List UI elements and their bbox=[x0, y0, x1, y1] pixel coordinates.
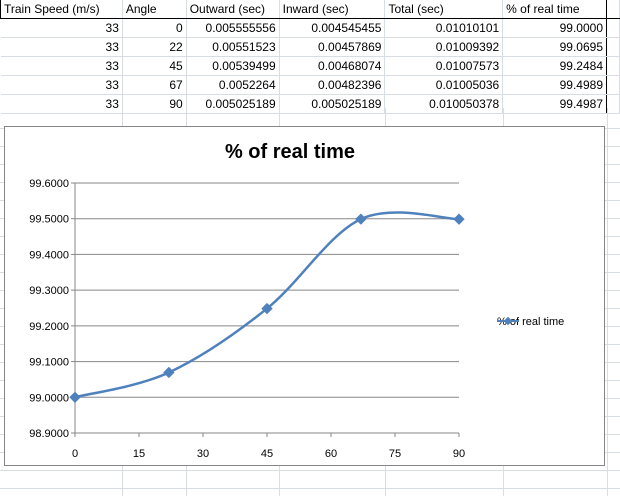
data-point bbox=[261, 302, 273, 315]
table-cell[interactable]: 33 bbox=[0, 75, 123, 95]
line-chart[interactable]: % of real time 98.9000 99.0000 99.1000 99.2… bbox=[4, 126, 605, 466]
y-tick-label: 99.1000 bbox=[29, 357, 69, 369]
table-cell[interactable]: 0.00482396 bbox=[278, 75, 386, 95]
data-point bbox=[453, 213, 465, 225]
x-tick-label: 60 bbox=[325, 448, 337, 460]
x-tick-label: 75 bbox=[389, 448, 401, 460]
chart-title: % of real time bbox=[224, 141, 356, 163]
data-point bbox=[163, 366, 175, 379]
table-cell[interactable]: 0 bbox=[121, 18, 187, 38]
table-row: 33 90 0.005025189 0.005025189 0.010050378 99.… bbox=[0, 94, 620, 114]
table-cell[interactable]: 33 bbox=[0, 56, 123, 76]
table-cell[interactable]: 33 bbox=[0, 94, 123, 114]
table-cell[interactable]: 33 bbox=[0, 18, 123, 38]
table-cell[interactable]: 0.00551523 bbox=[185, 37, 280, 57]
x-tick-label: 90 bbox=[453, 448, 465, 460]
table-cell[interactable]: 0.01010101 bbox=[384, 18, 504, 38]
legend-marker-icon bbox=[497, 316, 519, 326]
table-cell[interactable]: 0.0052264 bbox=[185, 75, 280, 95]
table-cell[interactable]: 0.00468074 bbox=[278, 56, 386, 76]
table-cell[interactable]: 0.01009392 bbox=[384, 37, 504, 57]
data-table: Train Speed (m/s) Angle Outward (sec) Inwar… bbox=[0, 0, 620, 114]
table-cell[interactable]: 0.01005036 bbox=[384, 75, 504, 95]
table-cell[interactable]: 0.005025189 bbox=[185, 94, 280, 114]
empty-cell[interactable] bbox=[606, 56, 620, 76]
header-cell[interactable]: % of real time bbox=[502, 0, 608, 19]
table-cell[interactable]: 33 bbox=[0, 37, 123, 57]
sheet-gridline bbox=[0, 470, 620, 471]
y-tick-label: 99.5000 bbox=[29, 214, 69, 226]
table-cell[interactable]: 0.00457869 bbox=[278, 37, 386, 57]
header-cell[interactable]: Total (sec) bbox=[384, 0, 504, 19]
table-cell[interactable]: 99.2484 bbox=[502, 56, 608, 76]
chart-legend: % of real time bbox=[497, 316, 564, 328]
table-row: 33 0 0.005555556 0.004545455 0.01010101 99.00… bbox=[0, 18, 620, 38]
table-row: 33 22 0.00551523 0.00457869 0.01009392 99.069… bbox=[0, 37, 620, 57]
table-cell[interactable]: 0.004545455 bbox=[278, 18, 386, 38]
table-cell[interactable]: 0.005555556 bbox=[185, 18, 280, 38]
table-row: 33 67 0.0052264 0.00482396 0.01005036 99.4989 bbox=[0, 75, 620, 95]
empty-cell[interactable] bbox=[606, 37, 620, 57]
table-cell[interactable]: 45 bbox=[121, 56, 187, 76]
chart-plot: 98.9000 99.0000 99.1000 99.2000 99.3000 99.40… bbox=[29, 178, 465, 460]
table-cell[interactable]: 0.005025189 bbox=[278, 94, 386, 114]
table-cell[interactable]: 99.0695 bbox=[502, 37, 608, 57]
table-cell[interactable]: 99.4987 bbox=[502, 94, 608, 114]
data-point bbox=[355, 213, 367, 225]
table-cell[interactable]: 99.4989 bbox=[502, 75, 608, 95]
empty-cell[interactable] bbox=[606, 0, 620, 19]
header-cell[interactable]: Inward (sec) bbox=[278, 0, 386, 19]
y-tick-label: 99.0000 bbox=[29, 392, 69, 404]
y-tick-label: 99.3000 bbox=[29, 285, 69, 297]
header-row: Train Speed (m/s) Angle Outward (sec) Inwar… bbox=[0, 0, 620, 19]
x-tick-label: 0 bbox=[72, 448, 78, 460]
empty-cell[interactable] bbox=[606, 75, 620, 95]
x-tick-label: 30 bbox=[197, 448, 209, 460]
table-cell[interactable]: 99.0000 bbox=[502, 18, 608, 38]
empty-cell[interactable] bbox=[606, 94, 620, 114]
y-tick-label: 98.9000 bbox=[29, 428, 69, 440]
y-tick-label: 99.4000 bbox=[29, 249, 69, 261]
table-cell[interactable]: 90 bbox=[121, 94, 187, 114]
table-cell[interactable]: 67 bbox=[121, 75, 187, 95]
table-cell[interactable]: 0.01007573 bbox=[384, 56, 504, 76]
empty-cell[interactable] bbox=[606, 18, 620, 38]
y-tick-label: 99.2000 bbox=[29, 321, 69, 333]
header-cell[interactable]: Outward (sec) bbox=[185, 0, 280, 19]
header-cell[interactable]: Train Speed (m/s) bbox=[0, 0, 123, 19]
data-point bbox=[69, 391, 81, 403]
x-tick-label: 45 bbox=[261, 448, 273, 460]
table-cell[interactable]: 0.00539499 bbox=[185, 56, 280, 76]
table-cell[interactable]: 0.010050378 bbox=[384, 94, 504, 114]
sheet-gridline bbox=[607, 108, 608, 496]
legend-label: % of real time bbox=[497, 316, 565, 328]
header-cell[interactable]: Angle bbox=[121, 0, 187, 19]
sheet-gridline bbox=[0, 488, 620, 489]
x-tick-label: 15 bbox=[133, 448, 145, 460]
y-tick-label: 99.6000 bbox=[29, 178, 69, 190]
table-cell[interactable]: 22 bbox=[121, 37, 187, 57]
table-row: 33 45 0.00539499 0.00468074 0.01007573 99.248… bbox=[0, 56, 620, 76]
